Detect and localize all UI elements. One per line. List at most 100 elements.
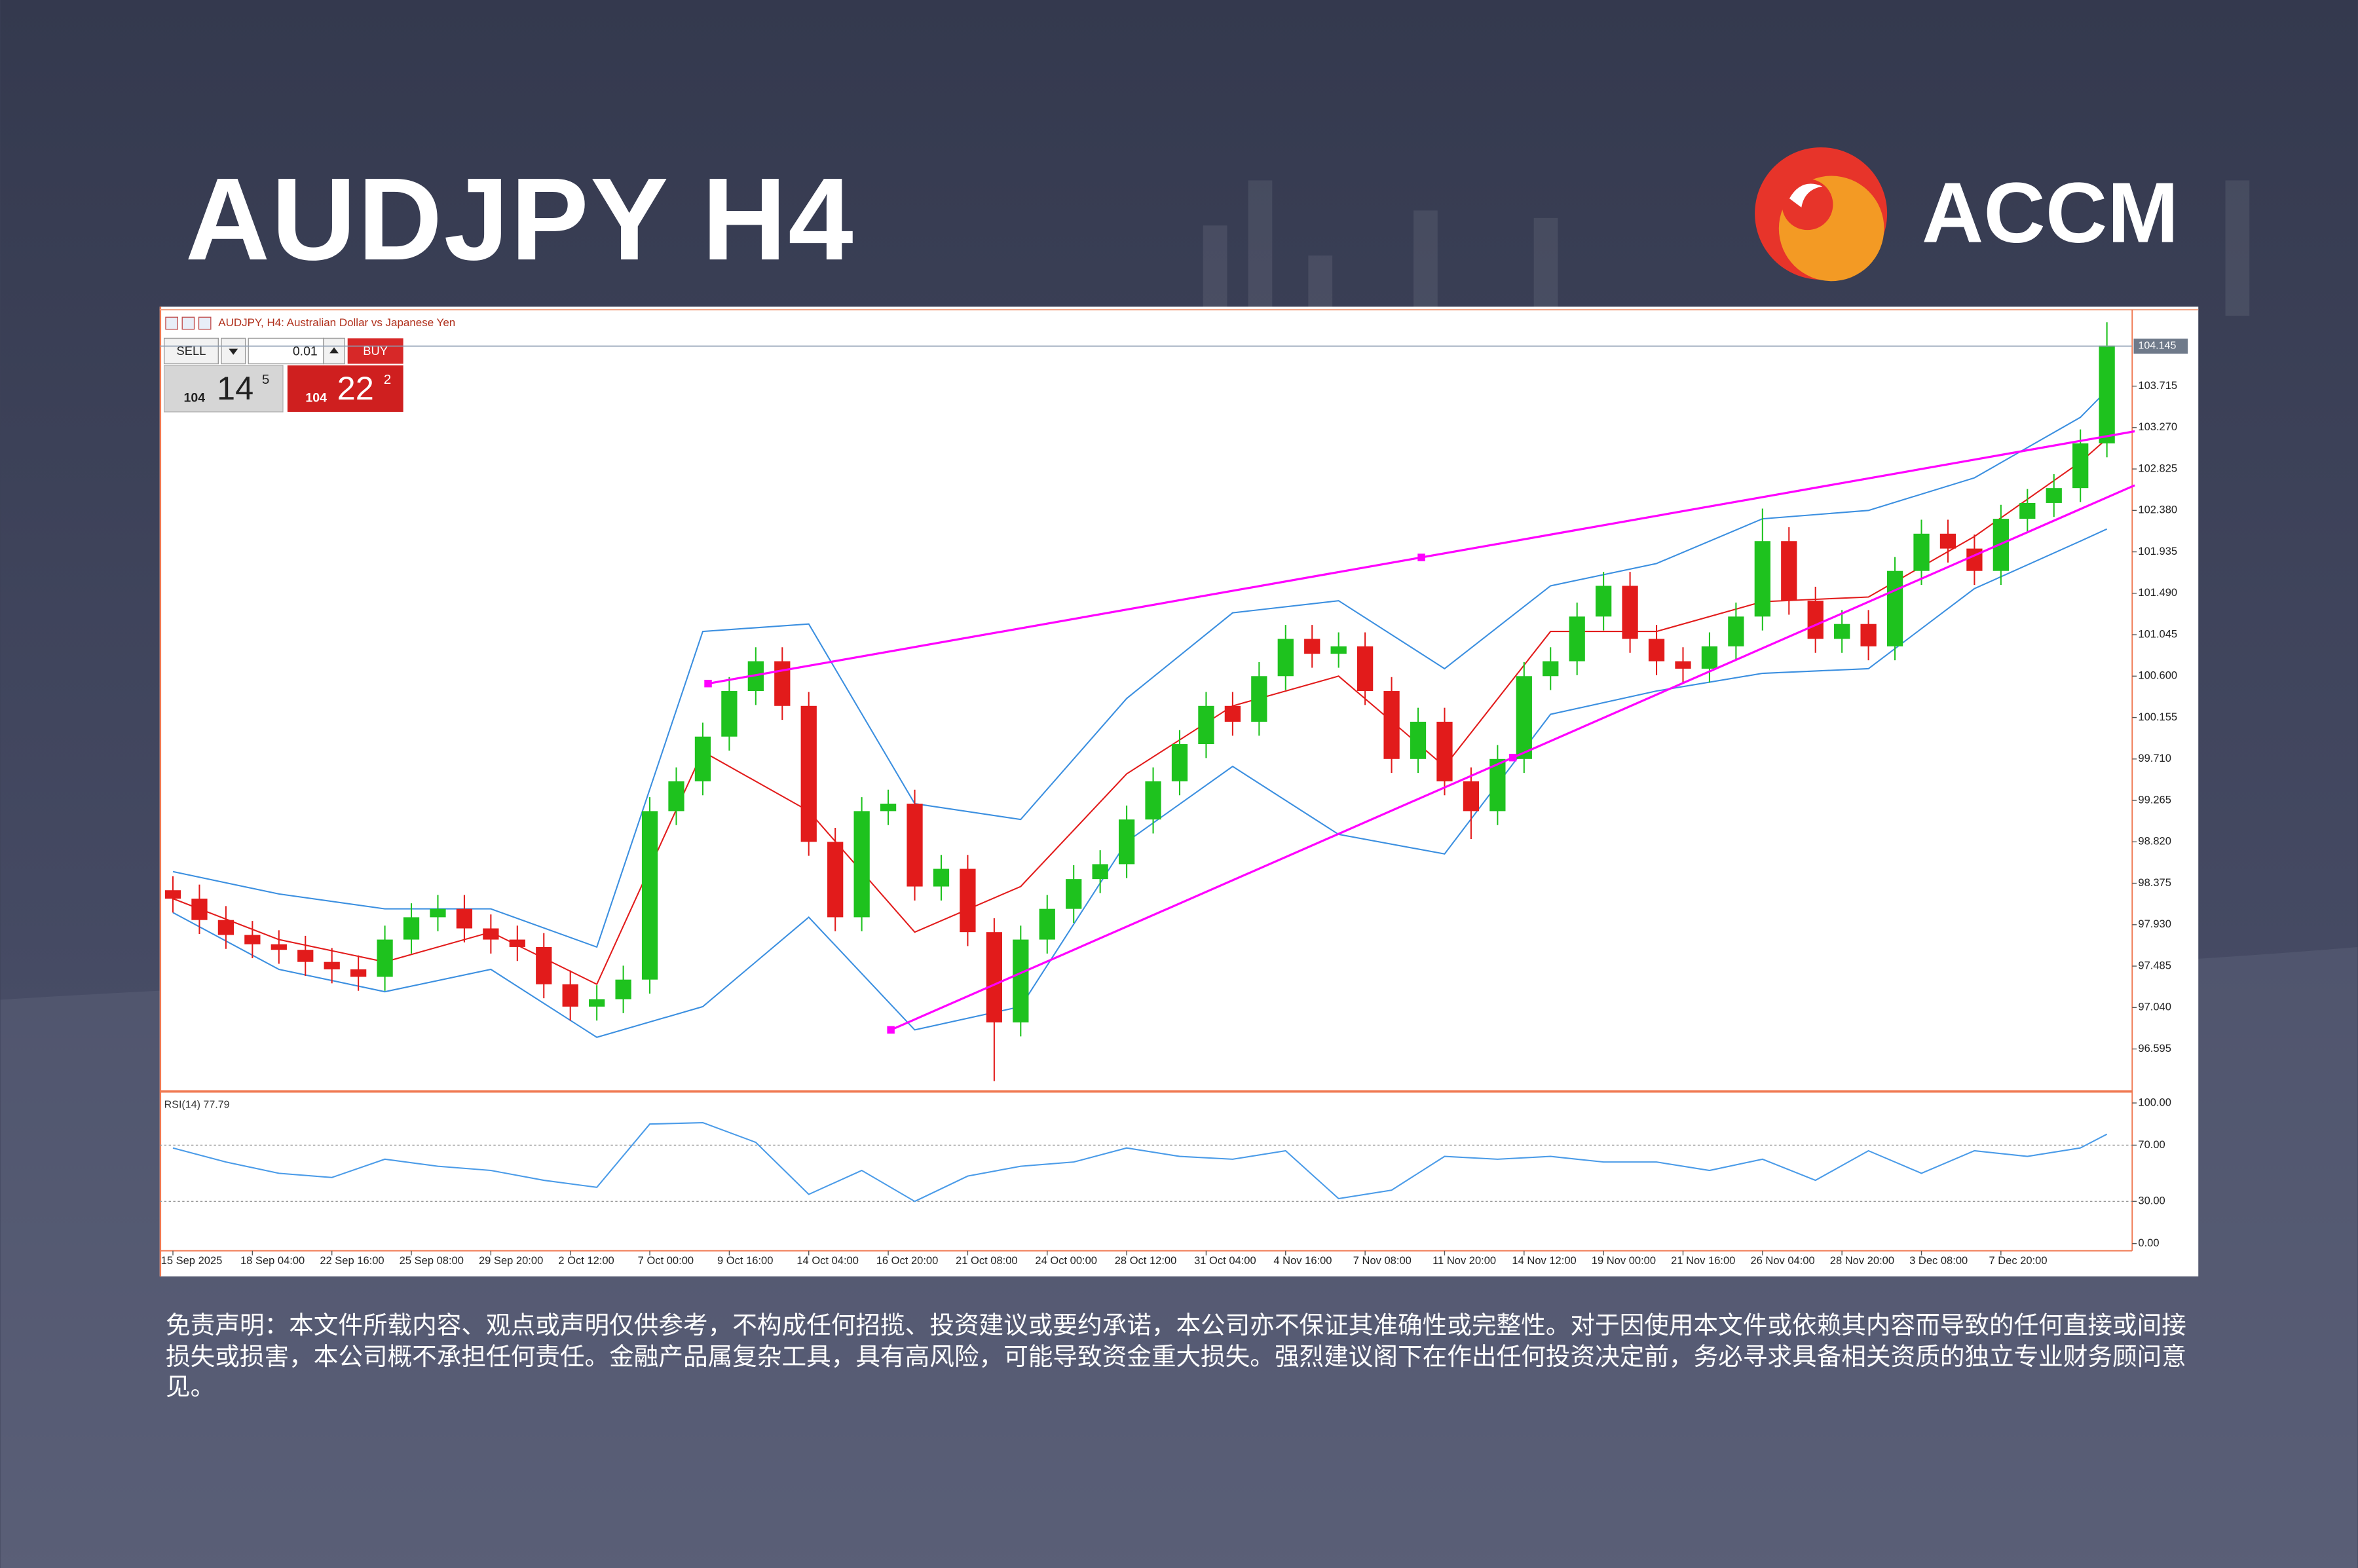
current-price-box [2133, 338, 2188, 354]
candle-body [1251, 676, 1267, 722]
x-tick-label: 31 Oct 04:00 [1194, 1254, 1256, 1267]
candle-body [721, 691, 738, 737]
x-tick-label: 7 Nov 08:00 [1353, 1254, 1412, 1267]
page-title: AUDJPY H4 [185, 153, 855, 284]
candle-body [1596, 586, 1612, 617]
sell-label: SELL [177, 344, 206, 358]
candle-body [1198, 705, 1214, 745]
candle-body [2099, 345, 2115, 443]
candle-body [1436, 721, 1453, 781]
candle-body [562, 984, 578, 1007]
candle-body [853, 811, 870, 918]
trendline-handle [1417, 553, 1425, 561]
x-tick-label: 4 Nov 16:00 [1273, 1254, 1332, 1267]
candle-body [1066, 879, 1082, 909]
icon [198, 316, 212, 330]
x-tick-label: 26 Nov 04:00 [1750, 1254, 1814, 1267]
disclaimer-box: 免责声明：本文件所载内容、观点或声明仅供参考，不构成任何招揽、投资建议或要约承诺… [166, 1313, 2186, 1401]
ask-box[interactable] [287, 365, 403, 412]
icon [165, 316, 179, 330]
x-tick-label: 9 Oct 16:00 [717, 1254, 773, 1267]
x-tick-label: 14 Oct 04:00 [796, 1254, 859, 1267]
candle-body [164, 890, 181, 899]
y-tick-label: 103.715 [2138, 379, 2177, 392]
rsi-tick-label: 70.00 [2138, 1138, 2165, 1151]
candle-body [1913, 533, 1930, 571]
bid-box[interactable] [164, 365, 284, 413]
x-tick-label: 14 Nov 12:00 [1512, 1254, 1576, 1267]
candle-body [1622, 586, 1638, 639]
x-tick-label: 7 Oct 00:00 [638, 1254, 694, 1267]
ask-main: 22 [337, 369, 374, 407]
y-tick-label: 99.265 [2138, 793, 2171, 806]
rsi-line [172, 1122, 2108, 1203]
buy-label: BUY [363, 344, 388, 358]
y-tick-label: 97.485 [2138, 959, 2171, 971]
candle-body [2072, 443, 2089, 489]
x-tick-label: 29 Sep 20:00 [479, 1254, 543, 1267]
bid-sup: 5 [262, 372, 269, 387]
current-price-label: 104.145 [2138, 340, 2176, 352]
candle-body [324, 961, 340, 970]
rsi-label: RSI(14) 77.79 [164, 1098, 230, 1110]
candle-body [774, 661, 791, 706]
brand-name: ACCM [1922, 165, 2179, 261]
buy-button[interactable] [347, 338, 403, 364]
background-decor [1203, 180, 2250, 316]
lot-value: 0.01 [293, 344, 318, 358]
candle-body [297, 950, 314, 962]
ask-big: 104 [305, 390, 327, 405]
candle-body [509, 939, 525, 947]
candle-body [456, 908, 473, 929]
candle-body [271, 944, 287, 950]
chart-plot: 96.595 97.040 97.485 97.930 98.375 98.820 99.2… [159, 322, 2188, 1267]
candle-body [2046, 488, 2062, 503]
candle-body [986, 932, 1002, 1023]
y-tick-label: 97.930 [2138, 918, 2171, 930]
indicator-line [172, 390, 2108, 948]
y-tick-label: 96.595 [2138, 1042, 2171, 1055]
candle-body [1463, 781, 1480, 812]
x-tick-label: 28 Nov 20:00 [1830, 1254, 1894, 1267]
indicator-line [172, 528, 2108, 1038]
candle-body [377, 939, 393, 977]
lot-input[interactable] [248, 337, 324, 365]
bid-main: 14 [217, 369, 253, 407]
sell-button[interactable] [163, 337, 219, 365]
candle-body [1410, 721, 1427, 759]
lot-dropdown[interactable] [221, 337, 246, 365]
candle-body [907, 804, 923, 887]
candle-body [1039, 908, 1055, 940]
candle-body [1860, 624, 1877, 646]
candle-body [615, 979, 631, 999]
candle-body [589, 999, 605, 1007]
candle-body [641, 811, 658, 980]
candle-body [483, 928, 499, 940]
candle-body [1330, 646, 1347, 654]
candle-body [191, 899, 208, 920]
x-tick-label: 16 Oct 20:00 [876, 1254, 939, 1267]
candle-body [1357, 646, 1374, 692]
trendline-handle [887, 1026, 895, 1034]
candle-body [1939, 533, 1956, 549]
candle-body [536, 946, 552, 984]
y-tick-label: 102.825 [2138, 462, 2177, 474]
y-tick-label: 100.155 [2138, 711, 2177, 723]
candle-body [1543, 661, 1559, 677]
candle-body [1013, 939, 1029, 1023]
x-tick-label: 18 Sep 04:00 [240, 1254, 305, 1267]
candle-body [403, 917, 420, 940]
candle-body [694, 736, 711, 781]
y-tick-label: 103.270 [2138, 420, 2177, 433]
x-tick-label: 3 Dec 08:00 [1909, 1254, 1968, 1267]
candle-body [1781, 541, 1797, 601]
candle-body [1807, 601, 1824, 639]
candle-body [1648, 639, 1665, 662]
y-tick-label: 97.040 [2138, 1001, 2171, 1013]
candle-body [244, 935, 261, 944]
candle-body [1304, 639, 1320, 654]
candle-body [1224, 705, 1241, 722]
bid-big: 104 [184, 390, 206, 405]
candle-body [800, 705, 817, 842]
